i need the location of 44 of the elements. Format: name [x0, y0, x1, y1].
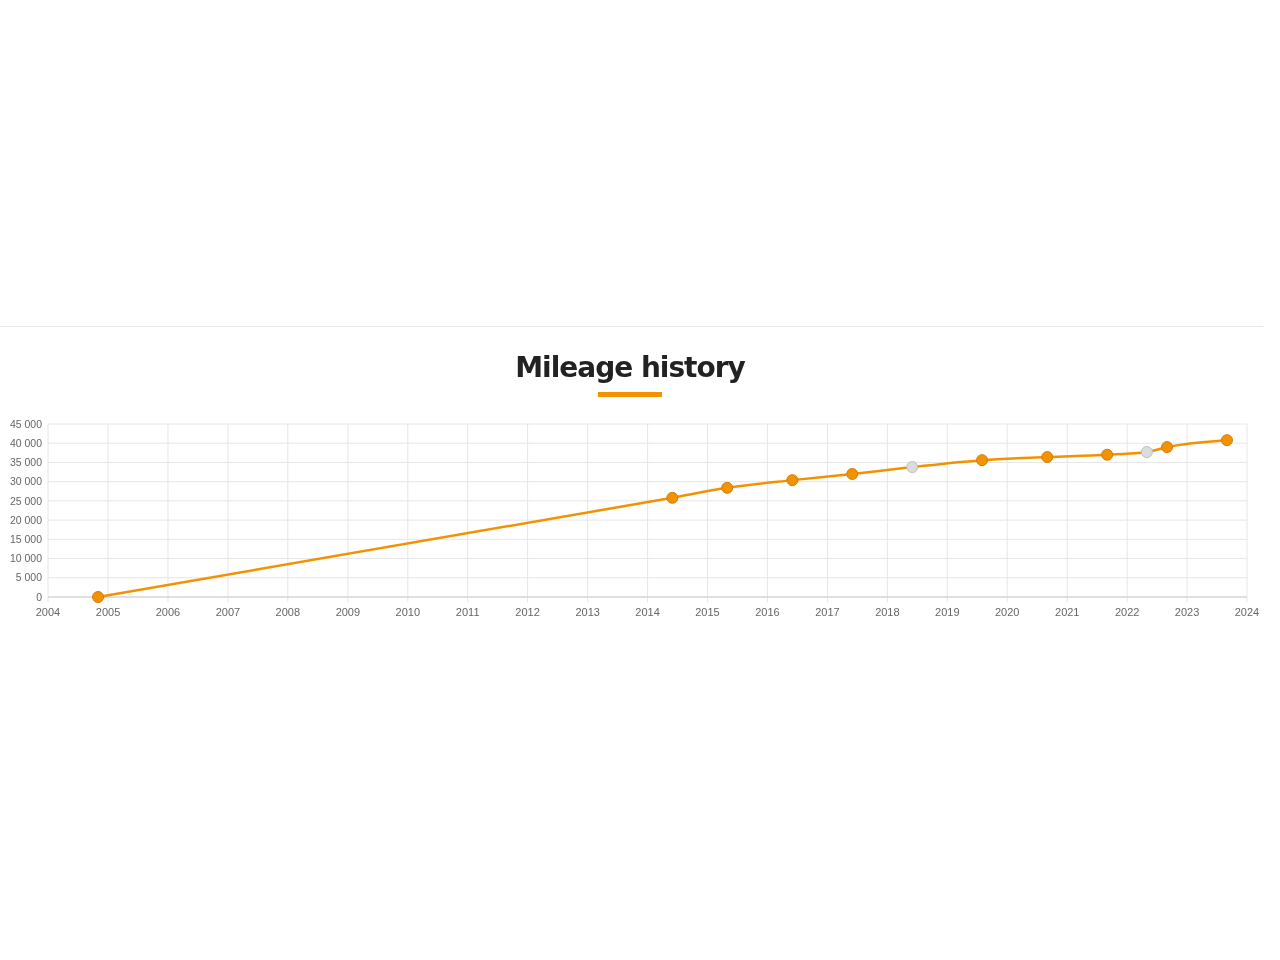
point	[1220, 434, 1233, 447]
x-tick-label: 2011	[455, 606, 480, 618]
x-tick-label: 2006	[155, 606, 181, 618]
x-tick-label: 2018	[875, 606, 900, 618]
y-tick-label: 15 000	[9, 533, 43, 546]
y-tick-label: 25 000	[9, 494, 43, 507]
point	[786, 474, 799, 487]
point	[1101, 448, 1114, 461]
x-tick-label: 2010	[395, 606, 421, 618]
point	[1140, 446, 1153, 459]
point	[846, 467, 859, 480]
x-tick-label: 2013	[575, 606, 600, 618]
y-tick-label: 0	[36, 590, 43, 603]
x-tick-label: 2016	[755, 606, 780, 618]
point	[906, 461, 919, 474]
x-tick-label: 2024	[1234, 606, 1260, 618]
x-tick-label: 2021	[1055, 606, 1080, 618]
point	[1041, 451, 1054, 464]
y-tick-label: 30 000	[9, 475, 43, 488]
x-tick-label: 2004	[35, 606, 61, 618]
x-tick-label: 2012	[515, 606, 540, 618]
y-tick-label: 10 000	[9, 552, 43, 565]
chart-title: Mileage history	[515, 351, 746, 384]
x-tick-label: 2007	[215, 606, 241, 618]
x-tick-label: 2005	[95, 606, 121, 618]
x-tick-label: 2009	[335, 606, 361, 618]
x-tick-label: 2019	[935, 606, 960, 618]
y-tick-label: 40 000	[9, 436, 43, 449]
point	[976, 454, 989, 467]
point	[92, 591, 105, 603]
y-tick-label: 35 000	[9, 456, 43, 469]
x-tick-label: 2017	[815, 606, 840, 618]
x-tick-label: 2015	[695, 606, 720, 618]
x-tick-label: 2023	[1174, 606, 1200, 618]
point	[721, 481, 734, 494]
y-tick-label: 20 000	[9, 513, 43, 526]
x-tick-label: 2022	[1114, 606, 1140, 618]
point	[666, 491, 679, 504]
y-tick-label: 5 000	[15, 571, 43, 584]
point	[1161, 441, 1174, 454]
y-tick-label: 45 000	[9, 417, 43, 430]
x-tick-label: 2008	[275, 606, 301, 618]
x-tick-label: 2020	[994, 606, 1020, 618]
x-tick-label: 2014	[635, 606, 660, 618]
